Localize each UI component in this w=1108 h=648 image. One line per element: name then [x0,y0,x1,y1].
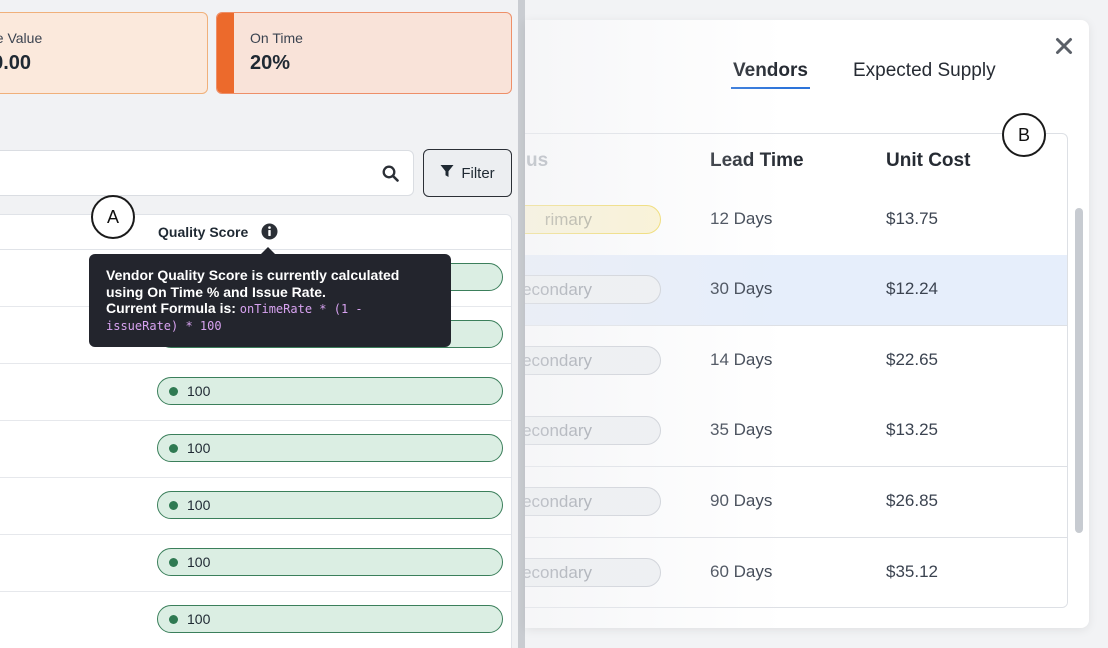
quality-score-value: 100 [187,611,211,627]
unit-cost-cell: $12.24 [886,279,938,298]
lead-time-cell: 60 Days [710,562,773,581]
tooltip-formula: Current Formula is: onTimeRate * (1 - [106,300,437,318]
callout-marker-b: B [1002,113,1046,157]
quality-score-value: 100 [187,383,211,399]
vendor-row[interactable]: rimary 12 Days $13.75 [525,185,1067,256]
tooltip-formula-label: Current Formula is: [106,300,240,316]
vendor-row[interactable]: econdary 60 Days $35.12 [525,538,1067,607]
status-dot [169,557,178,567]
table-row[interactable]: 100 [0,363,511,421]
tooltip-line: using On Time % and Issue Rate. [106,283,326,300]
lead-time-cell: 12 Days [710,209,773,228]
vertical-scrollbar[interactable] [1075,208,1083,533]
unit-cost-cell: $13.25 [886,420,938,439]
filter-button[interactable]: Filter [423,149,512,197]
vendor-table: us Lead Time Unit Cost rimary 12 Days $1… [525,133,1068,608]
status-badge: econdary [525,416,661,445]
filter-label: Filter [461,164,495,182]
table-row[interactable]: 100 [0,477,511,535]
vendor-row[interactable]: econdary 90 Days $26.85 [525,467,1067,538]
status-badge: econdary [525,558,661,587]
on-time-accent-bar [217,13,234,93]
lead-time-cell: 90 Days [710,491,773,510]
formula-code: issueRate) * 100 [106,318,222,333]
callout-marker-a: A [91,195,135,239]
close-icon[interactable] [1055,37,1073,60]
status-badge: econdary [525,487,661,516]
status-badge: econdary [525,275,661,304]
quality-score-pill: 100 [157,491,503,519]
status-badge: rimary [525,205,661,234]
tab-expected-supply[interactable]: Expected Supply [853,60,996,81]
panel-divider[interactable] [518,0,525,648]
info-icon[interactable] [261,223,278,245]
quality-score-value: 100 [187,440,211,456]
quality-score-value: 100 [187,554,211,570]
quality-score-pill: 100 [157,434,503,462]
status-badge: econdary [525,346,661,375]
vendor-row[interactable]: econdary 30 Days $12.24 [525,255,1067,326]
table-row[interactable]: 100 [0,591,511,648]
quality-score-header: Quality Score [158,224,249,240]
table-header: Quality Score [0,215,511,250]
tab-vendors[interactable]: Vendors [731,60,810,89]
formula-code: onTimeRate * (1 - [239,302,363,316]
unit-cost-cell: $13.75 [886,209,938,228]
search-input[interactable] [0,150,414,196]
quality-score-value: 100 [187,497,211,513]
on-time-value: 20% [250,52,291,74]
issue-value-amount: 00.00 [0,52,32,74]
unit-cost-cell: $22.65 [886,350,938,369]
status-dot [169,500,178,510]
quality-score-pill: 100 [157,377,503,405]
unit-cost-cell: $26.85 [886,491,938,510]
on-time-card: On Time 20% [216,12,512,94]
vendor-table-header: us Lead Time Unit Cost [525,134,1067,186]
lead-time-cell: 35 Days [710,420,773,439]
quality-score-tooltip: Vendor Quality Score is currently calcul… [89,247,451,347]
on-time-label: On Time [250,30,303,46]
quality-score-pill: 100 [157,605,503,633]
vendor-row[interactable]: econdary 35 Days $13.25 [525,396,1067,467]
issue-value-card: sue Value 00.00 [0,12,208,94]
lead-time-cell: 14 Days [710,350,773,369]
lead-time-column-header: Lead Time [710,150,804,171]
issue-value-label: sue Value [0,30,43,46]
vendor-row[interactable]: econdary 14 Days $22.65 [525,326,1067,397]
vendor-detail-drawer: Vendors Expected Supply us Lead Time Uni… [525,20,1089,628]
table-row[interactable]: 100 [0,534,511,592]
quality-score-pill: 100 [157,548,503,576]
unit-cost-cell: $35.12 [886,562,938,581]
status-dot [169,614,178,624]
status-column-header: us [526,150,549,171]
lead-time-cell: 30 Days [710,279,773,298]
vendor-list-panel: sue Value 00.00 On Time 20% Filter Quali… [0,0,520,648]
tooltip-line: Vendor Quality Score is currently calcul… [106,267,400,283]
table-row[interactable]: 100 [0,420,511,478]
status-dot [169,443,178,453]
unit-cost-column-header: Unit Cost [886,150,971,171]
search-icon[interactable] [382,165,399,187]
status-dot [169,386,178,396]
filter-icon [440,164,454,182]
